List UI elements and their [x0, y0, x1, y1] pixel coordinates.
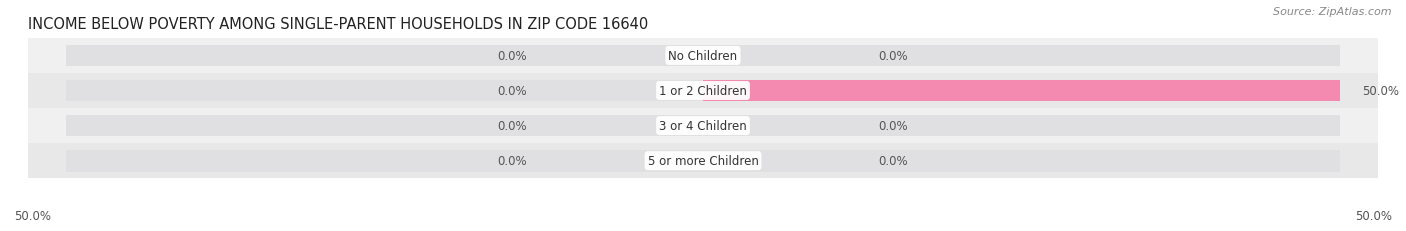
Bar: [28, 143, 1378, 178]
Bar: [28, 39, 1378, 74]
Text: 3 or 4 Children: 3 or 4 Children: [659, 120, 747, 133]
Text: No Children: No Children: [668, 50, 738, 63]
Text: 0.0%: 0.0%: [498, 155, 527, 167]
Text: 50.0%: 50.0%: [1355, 209, 1392, 222]
Text: 1 or 2 Children: 1 or 2 Children: [659, 85, 747, 97]
Text: 0.0%: 0.0%: [498, 85, 527, 97]
Text: 50.0%: 50.0%: [14, 209, 51, 222]
Text: Source: ZipAtlas.com: Source: ZipAtlas.com: [1274, 7, 1392, 17]
Text: 0.0%: 0.0%: [879, 50, 908, 63]
Bar: [66, 115, 1340, 137]
Bar: [703, 80, 1340, 102]
Text: 0.0%: 0.0%: [879, 155, 908, 167]
Bar: [66, 150, 1340, 172]
Text: INCOME BELOW POVERTY AMONG SINGLE-PARENT HOUSEHOLDS IN ZIP CODE 16640: INCOME BELOW POVERTY AMONG SINGLE-PARENT…: [28, 17, 648, 32]
Bar: [28, 74, 1378, 109]
Text: 0.0%: 0.0%: [498, 50, 527, 63]
Bar: [66, 80, 1340, 102]
Bar: [28, 109, 1378, 143]
Text: 50.0%: 50.0%: [1362, 85, 1399, 97]
Text: 0.0%: 0.0%: [879, 120, 908, 133]
Text: 0.0%: 0.0%: [498, 120, 527, 133]
Bar: [66, 45, 1340, 67]
Text: 5 or more Children: 5 or more Children: [648, 155, 758, 167]
